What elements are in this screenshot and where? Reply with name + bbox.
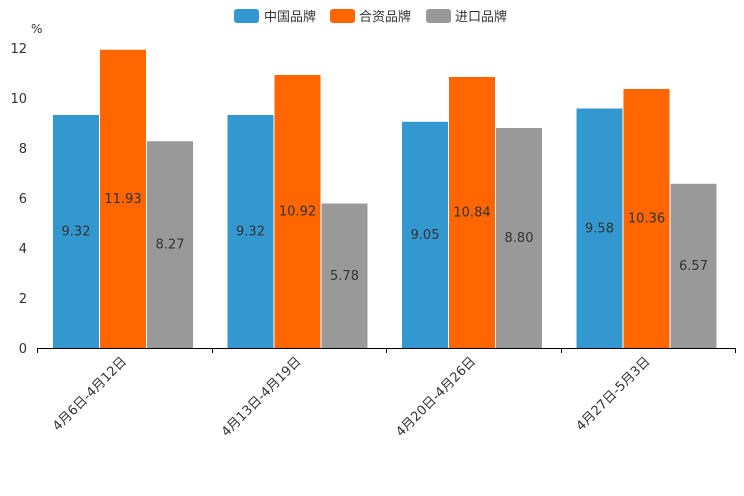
bar-0-2[interactable]: [402, 121, 448, 348]
y-tick-label: 10: [10, 92, 27, 107]
y-tick-label: 0: [19, 342, 27, 357]
bar-data-label: 9.32: [236, 225, 265, 240]
x-category-label: 4月20日-4月26日: [393, 354, 479, 440]
bars: 9.32 11.93 8.27 9.32 10.92 5.78 9.05 10.84 8.80 9…: [53, 49, 717, 349]
x-category-label: 4月13日-4月19日: [219, 354, 305, 440]
y-axis: 0 2 4 6 8 10 12: [10, 42, 27, 357]
legend-swatch-2[interactable]: [426, 9, 451, 23]
bar-1-0[interactable]: [100, 49, 146, 348]
bar-2-2[interactable]: [496, 128, 542, 348]
bar-0-3[interactable]: [576, 108, 623, 349]
x-category-label: 4月27日-5月3日: [574, 354, 654, 434]
bar-2-0[interactable]: [147, 141, 193, 348]
y-tick-label: 8: [19, 142, 27, 157]
bar-data-label: 10.84: [453, 206, 490, 221]
bar-2-3[interactable]: [670, 183, 717, 348]
bar-data-label: 9.05: [411, 228, 440, 243]
bar-data-label: 10.36: [628, 212, 665, 227]
y-tick-label: 2: [19, 292, 27, 307]
bar-data-label: 8.27: [156, 238, 185, 253]
bar-data-label: 8.80: [505, 231, 534, 246]
bar-0-0[interactable]: [53, 115, 99, 348]
legend-swatch-1[interactable]: [330, 9, 355, 23]
y-tick-label: 6: [19, 192, 27, 207]
legend-label-0[interactable]: 中国品牌: [264, 9, 316, 25]
y-tick-label: 4: [19, 242, 27, 257]
x-category-label: 4月6日-4月12日: [50, 354, 130, 434]
legend: 中国品牌 合资品牌 进口品牌: [234, 9, 507, 25]
bar-data-label: 10.92: [279, 205, 316, 220]
bar-1-2[interactable]: [449, 77, 495, 348]
legend-label-2[interactable]: 进口品牌: [455, 9, 507, 25]
legend-label-1[interactable]: 合资品牌: [359, 9, 411, 25]
bar-data-label: 9.58: [585, 221, 614, 236]
bar-1-1[interactable]: [274, 75, 321, 348]
legend-swatch-0[interactable]: [234, 9, 259, 23]
bar-data-label: 9.32: [62, 225, 91, 240]
bar-0-1[interactable]: [227, 115, 274, 348]
bar-data-label: 6.57: [679, 259, 708, 274]
bar-1-3[interactable]: [623, 89, 670, 348]
x-axis: 4月6日-4月12日 4月13日-4月19日 4月20日-4月26日 4月27日-5月…: [37, 348, 736, 440]
y-axis-unit: %: [31, 22, 42, 36]
bar-data-label: 11.93: [104, 192, 141, 207]
bar-data-label: 5.78: [330, 269, 359, 284]
bar-2-1[interactable]: [321, 203, 368, 349]
y-tick-label: 12: [10, 42, 27, 57]
